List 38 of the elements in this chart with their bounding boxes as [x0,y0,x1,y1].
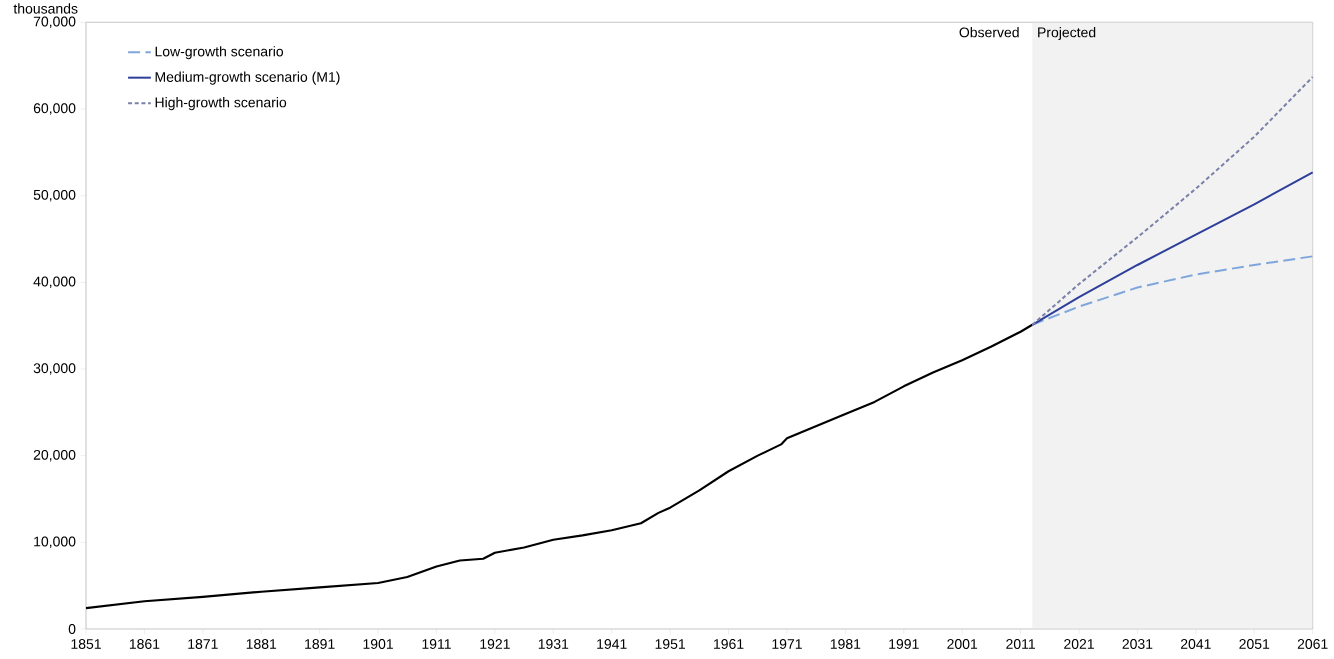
x-tick-label: 1901 [363,639,393,649]
x-tick-label: 2061 [1297,639,1328,649]
x-tick-label: 1851 [71,639,101,649]
x-tick-label: 1931 [538,639,569,649]
y-tick-label: 70,000 [33,16,76,29]
x-tick-label: 1871 [188,639,218,649]
line-series [1031,171,1314,326]
band-label: Projected [1038,27,1096,41]
y-tick-label: 60,000 [33,103,76,115]
y-tick-label: 50,000 [33,189,76,202]
x-tick-label: 1941 [597,639,627,649]
y-tick-label: 20,000 [33,449,76,462]
x-tick-label: 2021 [1064,639,1094,649]
x-tick-label: 2001 [947,639,978,649]
x-tick-label: 1911 [422,639,451,649]
x-tick-label: 1881 [246,639,277,649]
x-tick-label: 1921 [480,639,510,649]
x-tick-label: 2031 [1122,639,1153,649]
x-tick-label: 1991 [889,639,919,649]
y-tick-label: 30,000 [33,363,76,375]
x-tick-label: 1961 [714,639,744,649]
y-tick-label: 40,000 [33,276,76,289]
x-tick-label: 1971 [772,639,802,649]
line-series [1031,75,1314,326]
x-tick-label: 1981 [830,639,861,649]
legend-label: Medium-growth scenario (M1) [155,71,340,85]
legend-label: Low-growth scenario [155,46,284,60]
y-tick-label: 10,000 [34,536,76,549]
x-tick-label: 1891 [305,639,335,649]
x-tick-label: 2011 [1006,639,1035,649]
x-tick-label: 2041 [1180,639,1211,649]
x-tick-label: 2051 [1239,639,1270,649]
x-tick-label: 1951 [655,639,685,649]
y-axis-title: thousands [13,3,78,14]
annotation: Observed [959,27,1019,38]
x-tick-label: 1861 [129,639,160,649]
legend-label: High-growth scenario [155,97,287,111]
y-tick-label: 0 [68,624,76,634]
